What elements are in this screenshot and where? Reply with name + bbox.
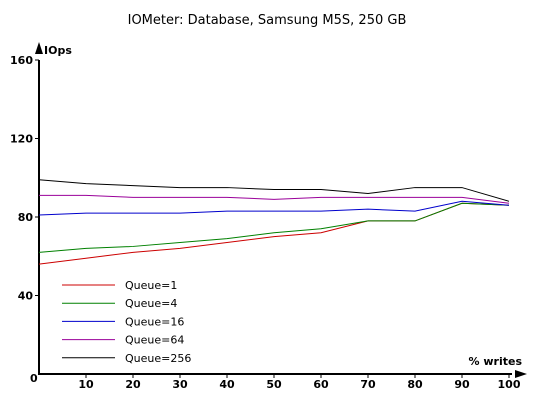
x-tick-label: 30 [172, 378, 188, 391]
x-axis-arrow [515, 370, 527, 378]
x-ticks: 10 20 30 40 50 60 70 80 90 100 [78, 374, 521, 391]
series-line-queue-16 [38, 200, 510, 216]
legend-label: Queue=16 [125, 315, 184, 328]
y-axis-arrow [35, 42, 43, 54]
legend: Queue=1 Queue=4 Queue=16 Queue=64 Queue=256 [62, 279, 191, 365]
x-tick-label: 90 [454, 378, 470, 391]
axes [35, 42, 527, 378]
y-ticks: 40 80 120 160 [10, 54, 39, 303]
series-line-queue-4 [38, 202, 510, 253]
chart-title: IOMeter: Database, Samsung M5S, 250 GB [128, 13, 407, 28]
x-tick-label: 50 [266, 378, 282, 391]
y-tick-label: 160 [10, 54, 33, 67]
x-tick-label: 70 [360, 378, 376, 391]
x-axis-label: % writes [469, 355, 523, 368]
series-line-queue-64 [39, 194, 510, 204]
y-tick-label: 40 [18, 290, 34, 303]
legend-label: Queue=256 [125, 352, 191, 365]
x-tick-label: 80 [407, 378, 423, 391]
y-tick-label: 80 [18, 211, 34, 224]
series-line-queue-256 [38, 179, 510, 202]
y-tick-label: 120 [10, 133, 33, 146]
x-tick-label: 60 [313, 378, 329, 391]
x-tick-label: 100 [498, 378, 521, 391]
x-tick-label: 40 [219, 378, 235, 391]
origin-label: 0 [30, 372, 38, 385]
legend-label: Queue=4 [125, 297, 177, 310]
series-lines [38, 179, 510, 265]
legend-label: Queue=1 [125, 279, 177, 292]
x-tick-label: 10 [78, 378, 94, 391]
y-axis-label: IOps [44, 44, 72, 57]
legend-label: Queue=64 [125, 334, 184, 347]
x-tick-label: 20 [125, 378, 141, 391]
